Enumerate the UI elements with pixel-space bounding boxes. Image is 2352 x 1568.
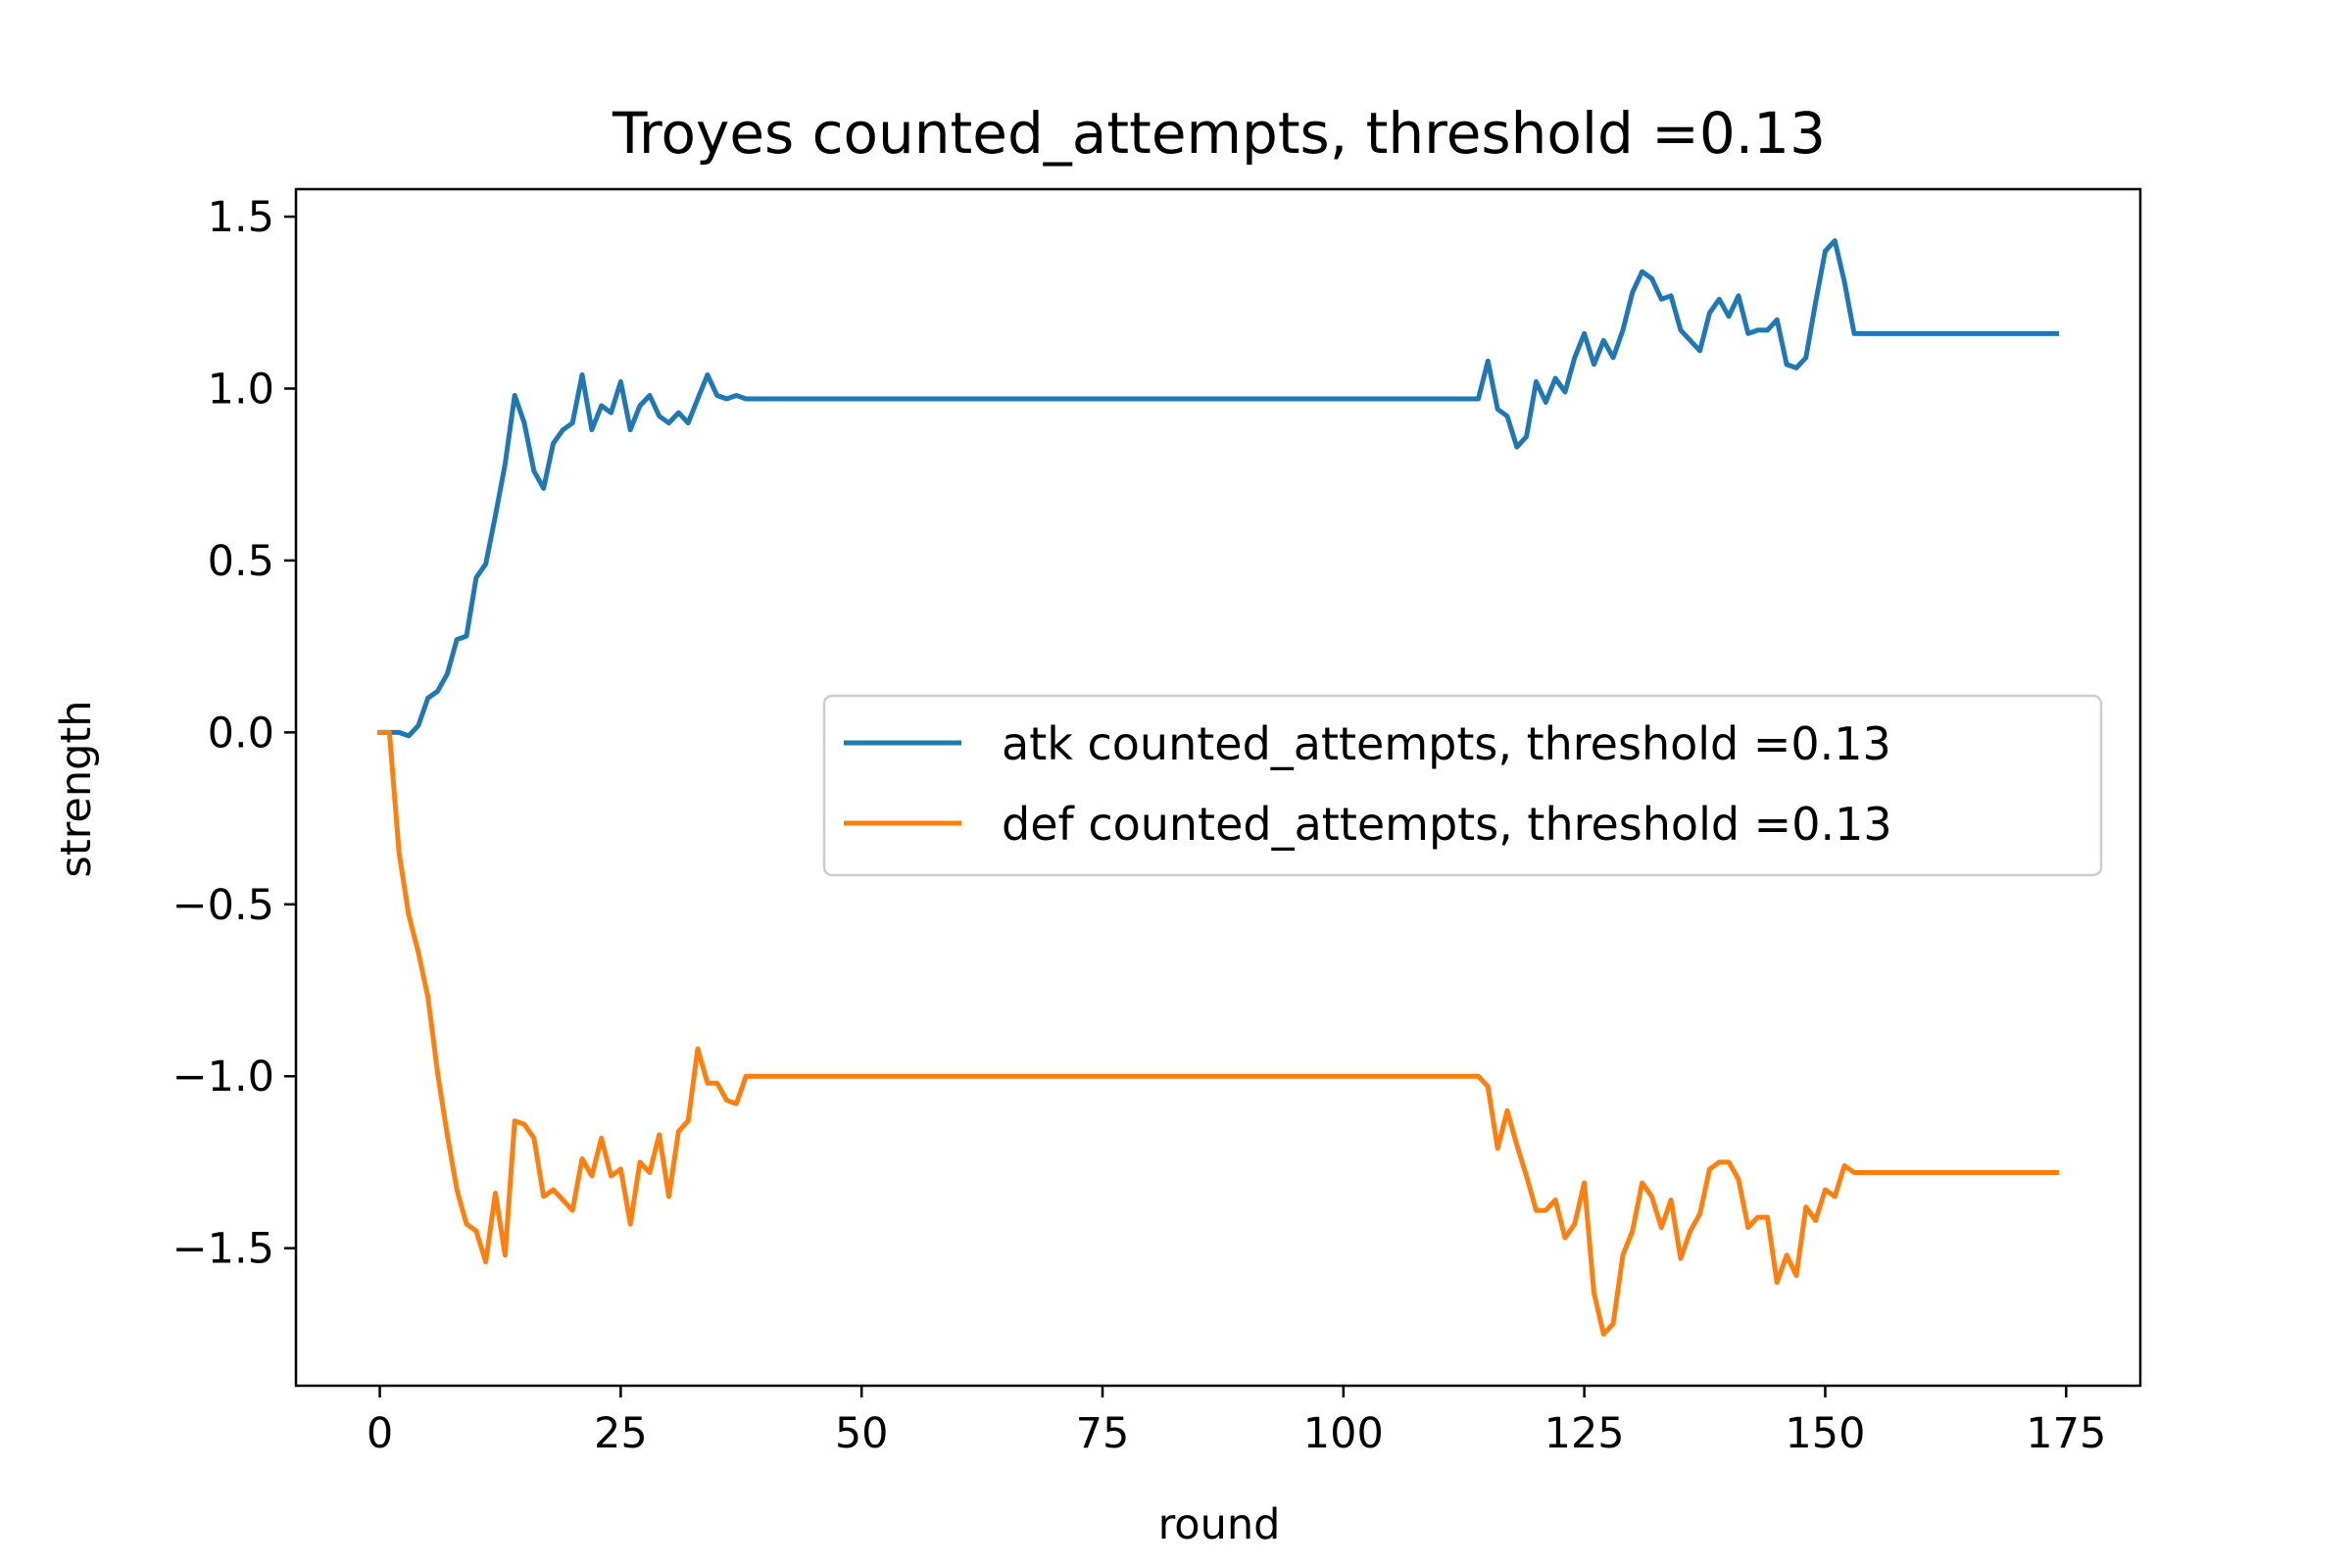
x-tick-label: 0: [367, 1409, 393, 1458]
legend-box: [822, 694, 2103, 877]
y-tick-label: 0.5: [208, 537, 274, 586]
y-tick-label: 1.0: [208, 366, 274, 415]
y-tick-label: −1.5: [172, 1225, 274, 1274]
x-tick-label: 100: [1303, 1409, 1384, 1458]
legend-label-def: def counted_attempts, threshold =0.13: [1002, 798, 1892, 851]
legend-label-atk: atk counted_attempts, threshold =0.13: [1002, 717, 1891, 770]
y-tick-label: −0.5: [172, 881, 274, 930]
y-tick-label: 1.5: [208, 193, 274, 242]
x-tick-label: 150: [1785, 1409, 1865, 1458]
x-tick-label: 175: [2026, 1409, 2106, 1458]
y-tick-label: −1.0: [172, 1053, 274, 1102]
chart-title: Troyes counted_attempts, threshold =0.13: [612, 100, 1826, 167]
plot-frame: [294, 187, 2142, 1388]
x-axis-title: round: [1158, 1500, 1281, 1549]
series-line-def: [377, 729, 2059, 1337]
y-axis: 1.5 1.0 0.5 0.0 −0.5 −1.0 −1.5: [172, 193, 296, 1274]
x-axis: 0 25 50 75 100 125 150 175: [367, 1386, 2106, 1458]
plot-area: [377, 238, 2059, 1337]
x-tick-label: 125: [1544, 1409, 1625, 1458]
x-tick-label: 50: [835, 1409, 889, 1458]
series-line-atk: [377, 238, 2059, 739]
x-tick-label: 25: [594, 1409, 648, 1458]
legend: atk counted_attempts, threshold =0.13 de…: [822, 694, 2103, 877]
y-axis-title: strength: [52, 700, 101, 877]
y-tick-label: 0.0: [208, 709, 274, 758]
x-tick-label: 75: [1076, 1409, 1130, 1458]
